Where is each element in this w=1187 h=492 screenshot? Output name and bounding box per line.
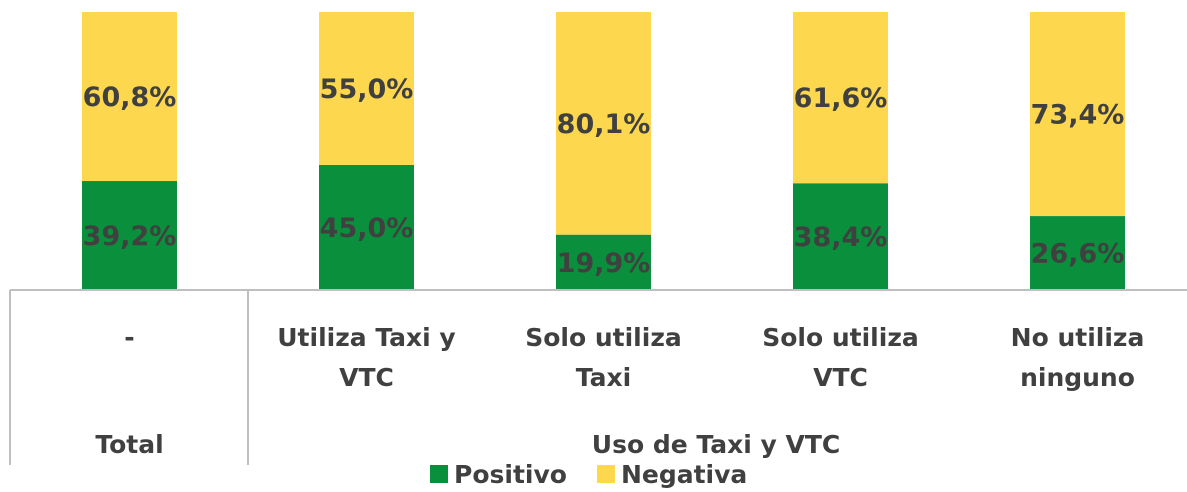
bar-segment — [1030, 216, 1125, 290]
data-label: 61,6% — [794, 83, 888, 114]
group-label: Uso de Taxi y VTC — [592, 430, 840, 459]
data-label: 39,2% — [83, 221, 177, 252]
bar-segment — [1030, 12, 1125, 217]
bar-segment — [556, 234, 651, 290]
legend-label: Positivo — [454, 460, 567, 489]
data-label: 26,6% — [1031, 239, 1125, 270]
bar-segment — [793, 183, 888, 290]
bar-segment — [556, 12, 651, 235]
data-label: 45,0% — [320, 213, 414, 244]
legend-label: Negativa — [621, 460, 747, 489]
bar-segment — [319, 12, 414, 165]
x-tick-label: - — [124, 323, 135, 352]
data-label: 55,0% — [320, 74, 414, 105]
bar-segment — [82, 12, 177, 182]
x-tick-label: Solo utiliza VTC — [762, 323, 919, 392]
x-tick-label: No utiliza ninguno — [1010, 323, 1145, 392]
data-label: 38,4% — [794, 222, 888, 253]
x-tick-label: Solo utiliza Taxi — [525, 323, 682, 392]
x-tick-label: Utiliza Taxi y VTC — [277, 323, 456, 392]
bar-segment — [793, 12, 888, 184]
legend-swatch — [596, 465, 615, 483]
data-label: 60,8% — [83, 82, 177, 113]
data-label: 19,9% — [557, 248, 651, 279]
bar-segment — [319, 164, 414, 290]
data-label: 80,1% — [557, 109, 651, 140]
group-label: Total — [95, 430, 163, 459]
data-label: 73,4% — [1031, 100, 1125, 131]
bar-segment — [82, 181, 177, 290]
legend-swatch — [430, 465, 448, 483]
